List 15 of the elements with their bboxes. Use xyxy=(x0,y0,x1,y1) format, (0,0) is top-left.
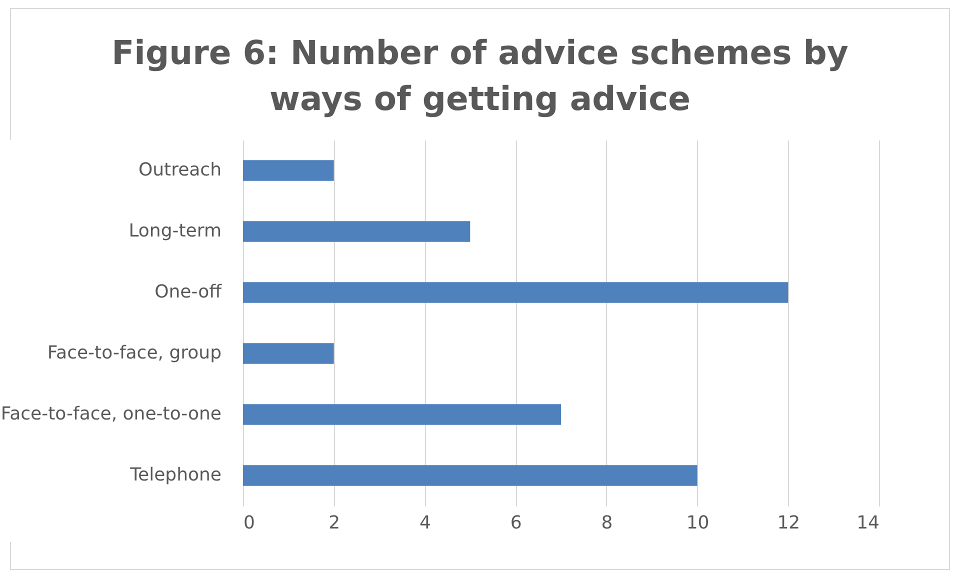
x-tick-label: 0 xyxy=(244,512,255,534)
y-tick-label: Face-to-face, group xyxy=(47,342,222,364)
x-tick-label: 4 xyxy=(419,512,431,534)
x-tick-label: 12 xyxy=(777,512,800,534)
chart-title: Figure 6: Number of advice schemes by ways of getting advice xyxy=(110,32,850,120)
x-tick-label: 10 xyxy=(686,512,710,534)
x-tick-label: 14 xyxy=(856,512,880,534)
x-tick-label: 2 xyxy=(328,512,340,534)
y-tick-label: Long-term xyxy=(128,220,222,242)
y-tick-label: Outreach xyxy=(138,160,222,180)
y-tick-label: One-off xyxy=(154,282,222,302)
y-tick-label: Telephone xyxy=(129,464,222,486)
x-tick-label: 6 xyxy=(510,512,522,534)
x-tick-label: 8 xyxy=(601,512,613,534)
y-tick-label: Face-to-face, one-to-one xyxy=(0,404,222,424)
